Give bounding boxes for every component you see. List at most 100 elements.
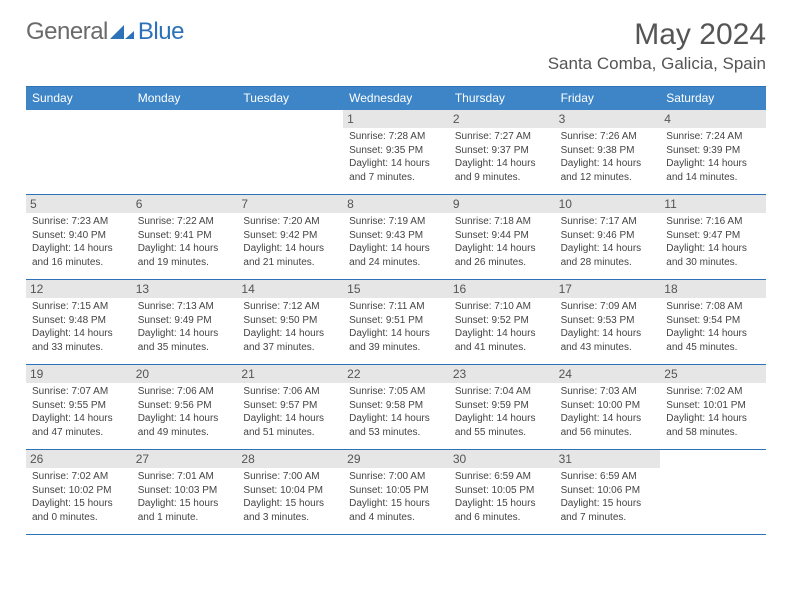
day-text-line: Sunrise: 7:28 AM (349, 130, 445, 144)
day-text-line: Sunset: 9:56 PM (138, 399, 234, 413)
day-text-line: and 30 minutes. (666, 256, 762, 270)
day-cell: 1 Sunrise: 7:28 AMSunset: 9:35 PMDaylight… (343, 110, 449, 194)
day-text-line: Daylight: 14 hours (666, 412, 762, 426)
day-text-line: Sunrise: 7:10 AM (455, 300, 551, 314)
day-text-line: Sunrise: 7:01 AM (138, 470, 234, 484)
day-cell: 9Sunrise: 7:18 AMSunset: 9:44 PMDaylight… (449, 195, 555, 279)
day-cell: 28Sunrise: 7:00 AMSunset: 10:04 PMDaylig… (237, 450, 343, 534)
dow-thu: Thursday (449, 87, 555, 110)
day-text-line: Daylight: 14 hours (666, 242, 762, 256)
day-text: Sunrise: 7:18 AMSunset: 9:44 PMDaylight:… (455, 215, 551, 269)
day-text-line: and 21 minutes. (243, 256, 339, 270)
day-cell: 30Sunrise: 6:59 AMSunset: 10:05 PMDaylig… (449, 450, 555, 534)
day-text-line: and 41 minutes. (455, 341, 551, 355)
day-text-line: and 12 minutes. (561, 171, 657, 185)
header: General Blue May 2024 Santa Comba, Galic… (0, 0, 792, 80)
week-row: 5Sunrise: 7:23 AMSunset: 9:40 PMDaylight… (26, 195, 766, 280)
dow-wed: Wednesday (343, 87, 449, 110)
day-text: Sunrise: 7:09 AMSunset: 9:53 PMDaylight:… (561, 300, 657, 354)
day-cell: 7Sunrise: 7:20 AMSunset: 9:42 PMDaylight… (237, 195, 343, 279)
day-text-line: Daylight: 14 hours (455, 412, 551, 426)
day-number: 3 (555, 110, 661, 128)
dow-fri: Friday (555, 87, 661, 110)
day-text-line: and 7 minutes. (349, 171, 445, 185)
logo-text-b: Blue (138, 18, 184, 45)
day-text-line: Daylight: 14 hours (349, 327, 445, 341)
day-text-line: Daylight: 14 hours (455, 242, 551, 256)
day-text-line: Daylight: 15 hours (561, 497, 657, 511)
day-number: 25 (660, 365, 766, 383)
day-text-line: Sunset: 9:38 PM (561, 144, 657, 158)
day-cell: 19Sunrise: 7:07 AMSunset: 9:55 PMDayligh… (26, 365, 132, 449)
day-cell: 20 Sunrise: 7:06 AMSunset: 9:56 PMDayligh… (132, 365, 238, 449)
day-cell (660, 450, 766, 534)
logo-text-a: General (26, 18, 108, 46)
day-text-line: Sunrise: 7:13 AM (138, 300, 234, 314)
day-cell: 2Sunrise: 7:27 AMSunset: 9:37 PMDaylight… (449, 110, 555, 194)
title-block: May 2024 Santa Comba, Galicia, Spain (548, 18, 766, 74)
day-text-line: Sunrise: 7:23 AM (32, 215, 128, 229)
day-cell: 3Sunrise: 7:26 AMSunset: 9:38 PMDaylight… (555, 110, 661, 194)
day-text-line: and 47 minutes. (32, 426, 128, 440)
day-text-line: Sunset: 9:57 PM (243, 399, 339, 413)
week-row: 1 Sunrise: 7:28 AMSunset: 9:35 PMDaylight… (26, 110, 766, 195)
weeks-container: 1 Sunrise: 7:28 AMSunset: 9:35 PMDaylight… (26, 110, 766, 535)
day-text-line: Sunset: 9:48 PM (32, 314, 128, 328)
day-text-line: and 28 minutes. (561, 256, 657, 270)
day-text-line: and 53 minutes. (349, 426, 445, 440)
day-text: Sunrise: 7:23 AMSunset: 9:40 PMDaylight:… (32, 215, 128, 269)
location-text: Santa Comba, Galicia, Spain (548, 54, 766, 74)
day-cell: 18Sunrise: 7:08 AMSunset: 9:54 PMDayligh… (660, 280, 766, 364)
day-cell: 6Sunrise: 7:22 AMSunset: 9:41 PMDaylight… (132, 195, 238, 279)
day-text-line: Sunrise: 7:18 AM (455, 215, 551, 229)
day-cell (26, 110, 132, 194)
day-text: Sunrise: 7:15 AMSunset: 9:48 PMDaylight:… (32, 300, 128, 354)
day-text-line: Daylight: 14 hours (32, 327, 128, 341)
day-number: 20 (132, 365, 238, 383)
day-number: 11 (660, 195, 766, 213)
day-text-line: and 56 minutes. (561, 426, 657, 440)
day-number: 2 (449, 110, 555, 128)
day-number: 8 (343, 195, 449, 213)
day-text-line: Sunset: 9:37 PM (455, 144, 551, 158)
day-text-line: Daylight: 14 hours (666, 157, 762, 171)
day-number: 12 (26, 280, 132, 298)
day-number: 1 (343, 110, 449, 128)
day-text: Sunrise: 7:02 AMSunset: 10:02 PMDaylight… (32, 470, 128, 524)
day-text-line: Sunset: 9:40 PM (32, 229, 128, 243)
day-text: Sunrise: 7:22 AMSunset: 9:41 PMDaylight:… (138, 215, 234, 269)
day-text-line: and 51 minutes. (243, 426, 339, 440)
day-text-line: Sunrise: 7:02 AM (32, 470, 128, 484)
day-text: Sunrise: 7:00 AMSunset: 10:05 PMDaylight… (349, 470, 445, 524)
day-text-line: Sunset: 9:43 PM (349, 229, 445, 243)
day-text: Sunrise: 7:28 AMSunset: 9:35 PMDaylight:… (349, 130, 445, 184)
day-text-line: Daylight: 14 hours (138, 327, 234, 341)
day-text: Sunrise: 7:06 AMSunset: 9:56 PMDaylight:… (138, 385, 234, 439)
day-text-line: Daylight: 14 hours (243, 412, 339, 426)
week-row: 19Sunrise: 7:07 AMSunset: 9:55 PMDayligh… (26, 365, 766, 450)
dow-sun: Sunday (26, 87, 132, 110)
day-cell (132, 110, 238, 194)
day-text-line: and 58 minutes. (666, 426, 762, 440)
week-row: 12 Sunrise: 7:15 AMSunset: 9:48 PMDayligh… (26, 280, 766, 365)
day-text-line: Sunrise: 7:07 AM (32, 385, 128, 399)
day-text-line: Daylight: 15 hours (138, 497, 234, 511)
day-text-line: Sunrise: 7:04 AM (455, 385, 551, 399)
day-text-line: Sunset: 9:42 PM (243, 229, 339, 243)
day-text-line: and 24 minutes. (349, 256, 445, 270)
day-text-line: Daylight: 15 hours (32, 497, 128, 511)
day-text-line: and 37 minutes. (243, 341, 339, 355)
day-text-line: and 43 minutes. (561, 341, 657, 355)
day-number: 22 (343, 365, 449, 383)
day-cell: 22Sunrise: 7:05 AMSunset: 9:58 PMDayligh… (343, 365, 449, 449)
day-text-line: Daylight: 14 hours (243, 242, 339, 256)
day-cell: 24Sunrise: 7:03 AMSunset: 10:00 PMDaylig… (555, 365, 661, 449)
day-text-line: and 35 minutes. (138, 341, 234, 355)
day-text: Sunrise: 7:17 AMSunset: 9:46 PMDaylight:… (561, 215, 657, 269)
day-text-line: Sunset: 9:41 PM (138, 229, 234, 243)
day-text: Sunrise: 7:20 AMSunset: 9:42 PMDaylight:… (243, 215, 339, 269)
day-text-line: Sunset: 9:50 PM (243, 314, 339, 328)
day-text-line: Daylight: 14 hours (561, 242, 657, 256)
day-number: 28 (237, 450, 343, 468)
day-text: Sunrise: 7:19 AMSunset: 9:43 PMDaylight:… (349, 215, 445, 269)
